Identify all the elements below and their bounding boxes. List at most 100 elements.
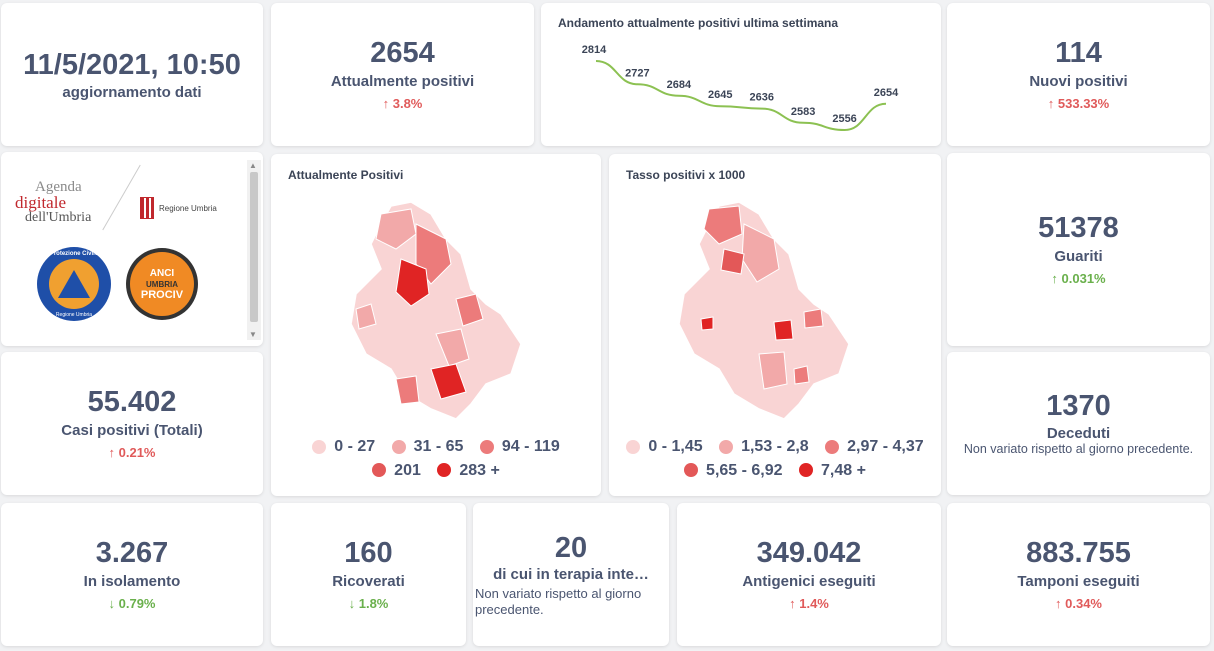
scroll-up-icon[interactable]: ▲ [249, 161, 257, 170]
antigenici-label: Antigenici eseguiti [742, 572, 876, 590]
map-area-highlight [758, 351, 788, 390]
isolamento-label: In isolamento [83, 572, 181, 590]
casi-totali-value: 55.402 [87, 386, 177, 419]
umbria-map-tasso [678, 201, 850, 420]
tamponi-card: 883.755 Tamponi eseguiti ↑ 0.34% [947, 503, 1210, 646]
map-area-highlight [375, 208, 417, 250]
map-area-top [700, 316, 714, 331]
ricoverati-value: 160 [344, 537, 393, 570]
trend-point-label: 2727 [625, 67, 649, 79]
attualmente-positivi-card: 2654 Attualmente positivi ↑ 3.8% [271, 3, 534, 146]
isolamento-value: 3.267 [95, 537, 169, 570]
umbria-map-positivi [350, 201, 522, 420]
nuovi-positivi-card: 114 Nuovi positivi ↑ 533.33% [947, 3, 1210, 146]
legend-item: 7,48 + [799, 460, 866, 481]
nuovi-positivi-change: ↑ 533.33% [1047, 95, 1110, 111]
arrow-up-icon: ↑ [1051, 270, 1058, 286]
triangle-icon [58, 270, 90, 298]
guariti-change: ↑ 0.031% [1051, 270, 1106, 286]
regione-emblem-icon [140, 197, 154, 219]
map-area-highlight [803, 308, 824, 329]
map-positivi-card: Attualmente Positivi 0 - 27 31 - 65 94 -… [271, 154, 601, 496]
map-area-highlight [720, 248, 745, 275]
scroll-down-icon[interactable]: ▼ [249, 330, 257, 339]
anci-umbria-logo: ANCI UMBRIA PROCIV [126, 248, 198, 320]
legend-item: 94 - 119 [479, 436, 560, 457]
logos-scrollbar[interactable]: ▲ ▼ [247, 160, 261, 340]
trend-point-label: 2684 [667, 79, 692, 91]
map-area-highlight [355, 303, 377, 330]
regione-umbria-logo: Regione Umbria [140, 197, 217, 219]
casi-totali-label: Casi positivi (Totali) [61, 421, 203, 439]
update-datetime: 11/5/2021, 10:50 [23, 48, 241, 81]
trend-point-label: 2583 [791, 106, 815, 118]
arrow-down-icon: ↓ [108, 595, 116, 611]
map-area-highlight [435, 328, 470, 367]
terapia-intensiva-card: 20 di cui in terapia inte… Non variato r… [473, 503, 669, 646]
guariti-label: Guariti [1054, 247, 1103, 265]
map-area-top [773, 319, 794, 341]
ricoverati-card: 160 Ricoverati ↓ 1.8% [271, 503, 466, 646]
legend-item: 2,97 - 4,37 [825, 436, 924, 457]
legend-item: 283 + [437, 460, 500, 481]
tamponi-label: Tamponi eseguiti [1017, 572, 1140, 590]
guariti-card: 51378 Guariti ↑ 0.031% [947, 153, 1210, 346]
map-area-highlight [793, 365, 810, 385]
legend-item: 201 [372, 460, 421, 481]
protezione-civile-logo: Protezione Civile Regione Umbria [37, 247, 111, 321]
map-area-top [395, 258, 430, 307]
trend-point-label: 2645 [708, 89, 732, 101]
arrow-down-icon: ↓ [348, 595, 356, 611]
casi-totali-card: 55.402 Casi positivi (Totali) ↑ 0.21% [1, 352, 263, 495]
tamponi-change: ↑ 0.34% [1055, 595, 1102, 611]
trend-point-label: 2556 [832, 113, 856, 125]
update-time-card: 11/5/2021, 10:50 aggiornamento dati [1, 3, 263, 146]
deceduti-card: 1370 Deceduti Non variato rispetto al gi… [947, 352, 1210, 495]
map-area-highlight [703, 205, 743, 245]
trend-chart-title: Andamento attualmente positivi ultima se… [558, 16, 839, 30]
antigenici-value: 349.042 [756, 537, 862, 570]
trend-point-label: 2814 [582, 44, 607, 56]
arrow-up-icon: ↑ [1047, 95, 1055, 111]
ricoverati-label: Ricoverati [332, 572, 405, 590]
trend-line [595, 60, 887, 132]
deceduti-label: Deceduti [1046, 425, 1111, 443]
nuovi-positivi-value: 114 [1055, 37, 1102, 70]
map-region [678, 201, 850, 420]
guariti-value: 51378 [1038, 212, 1119, 245]
agenda-digitale-logo: Agenda digitale dell'Umbria [15, 179, 92, 226]
isolamento-card: 3.267 In isolamento ↓ 0.79% [1, 503, 263, 646]
antigenici-change: ↑ 1.4% [789, 595, 829, 611]
scrollbar-thumb[interactable] [250, 172, 258, 322]
map-area-highlight [455, 293, 484, 327]
ricoverati-change: ↓ 1.8% [348, 595, 389, 611]
nuovi-positivi-label: Nuovi positivi [1029, 72, 1128, 90]
trend-chart-card: Andamento attualmente positivi ultima se… [541, 3, 941, 146]
arrow-up-icon: ↑ [789, 595, 796, 611]
arrow-up-icon: ↑ [1055, 595, 1062, 611]
legend-item: 1,53 - 2,8 [719, 436, 809, 457]
map-positivi-legend: 0 - 27 31 - 65 94 - 119 201 283 + [271, 436, 601, 483]
arrow-up-icon: ↑ [382, 95, 390, 111]
terapia-value: 20 [554, 532, 588, 564]
attualmente-positivi-label: Attualmente positivi [330, 72, 475, 90]
attualmente-positivi-value: 2654 [370, 37, 435, 70]
attualmente-positivi-change: ↑ 3.8% [382, 95, 423, 111]
legend-item: 5,65 - 6,92 [684, 460, 783, 481]
deceduti-note: Non variato rispetto al giorno precedent… [963, 442, 1194, 457]
map-area-highlight [395, 375, 420, 405]
arrow-up-icon: ↑ [108, 444, 116, 460]
map-region [350, 201, 522, 420]
logos-card[interactable]: Agenda digitale dell'Umbria Regione Umbr… [1, 152, 263, 346]
map-tasso-card: Tasso positivi x 1000 0 - 1,45 1,53 - 2,… [609, 154, 941, 496]
isolamento-change: ↓ 0.79% [108, 595, 156, 611]
tamponi-value: 883.755 [1026, 537, 1131, 570]
terapia-label: di cui in terapia inte… [493, 566, 649, 583]
terapia-note: Non variato rispetto al giorno precedent… [475, 586, 642, 617]
legend-item: 31 - 65 [391, 436, 463, 457]
casi-totali-change: ↑ 0.21% [108, 444, 156, 460]
map-positivi-title: Attualmente Positivi [288, 168, 404, 182]
trend-point-label: 2636 [749, 92, 773, 104]
antigenici-card: 349.042 Antigenici eseguiti ↑ 1.4% [677, 503, 941, 646]
trend-point-label: 2654 [874, 87, 899, 99]
